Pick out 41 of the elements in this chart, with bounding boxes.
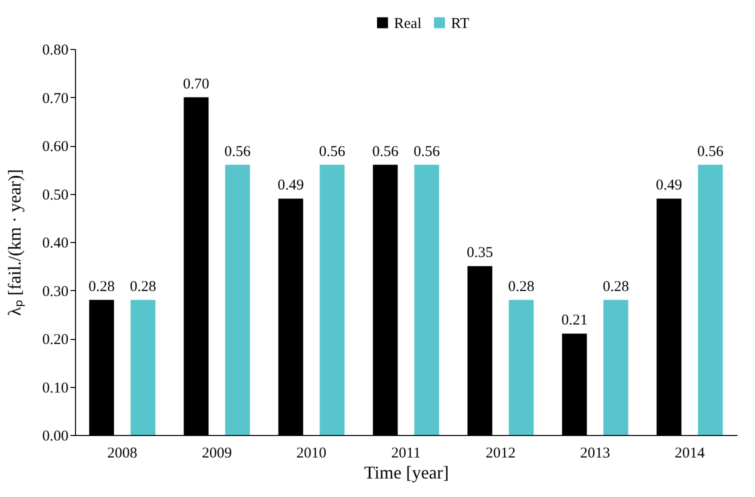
y-tick-label: 0.50 bbox=[42, 187, 68, 204]
x-tick-label: 2008 bbox=[107, 446, 138, 462]
x-tick-label: 2009 bbox=[202, 446, 232, 462]
data-label: 0.70 bbox=[183, 76, 210, 92]
y-tick-label: 0.10 bbox=[42, 380, 68, 396]
data-label: 0.56 bbox=[414, 144, 440, 160]
x-tick-label: 2014 bbox=[674, 446, 706, 462]
data-label: 0.28 bbox=[602, 278, 629, 295]
y-tick-label: 0.80 bbox=[42, 42, 68, 58]
data-label: 0.35 bbox=[466, 245, 494, 262]
bar bbox=[508, 300, 534, 435]
x-tick-label: 2011 bbox=[391, 446, 421, 462]
y-tick-label: 0.20 bbox=[42, 332, 68, 348]
bar bbox=[320, 164, 345, 435]
y-tick-label: 0.60 bbox=[42, 139, 68, 155]
bar bbox=[603, 300, 628, 435]
data-label: 0.49 bbox=[278, 178, 304, 194]
data-label: 0.21 bbox=[561, 312, 588, 329]
legend-label: Real bbox=[394, 16, 422, 32]
data-label: 0.28 bbox=[508, 278, 534, 295]
y-tick-label: 0.30 bbox=[42, 284, 68, 300]
data-label: 0.56 bbox=[697, 144, 724, 160]
x-tick-label: 2010 bbox=[296, 446, 326, 462]
data-label: 0.56 bbox=[372, 144, 399, 160]
data-label: 0.28 bbox=[130, 278, 156, 295]
bar bbox=[414, 164, 440, 435]
bar bbox=[698, 164, 723, 435]
data-label: 0.56 bbox=[318, 144, 346, 160]
legend-label: RT bbox=[451, 16, 470, 32]
data-label: 0.56 bbox=[224, 144, 252, 160]
data-label: 0.49 bbox=[656, 178, 682, 194]
bar bbox=[130, 300, 156, 435]
y-tick-label: 0.00 bbox=[42, 428, 68, 444]
data-label: 0.28 bbox=[88, 278, 115, 295]
x-tick-label: 2013 bbox=[580, 446, 610, 462]
bar bbox=[225, 164, 250, 435]
y-axis-title: λₚ [fail./(km · year)] bbox=[4, 169, 26, 316]
x-axis-title: Time [year] bbox=[364, 462, 449, 482]
y-tick-label: 0.40 bbox=[42, 236, 68, 252]
x-tick-label: 2012 bbox=[486, 446, 516, 462]
y-tick-label: 0.70 bbox=[42, 90, 68, 107]
